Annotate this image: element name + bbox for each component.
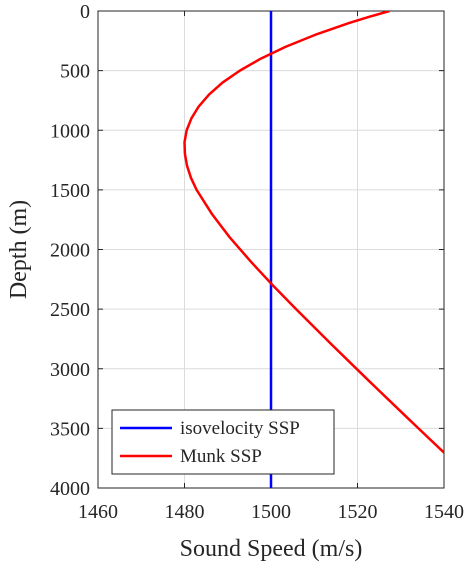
- y-tick-label: 3000: [50, 359, 90, 381]
- x-tick-label: 1540: [424, 501, 464, 523]
- legend-label-isovelocity: isovelocity SSP: [180, 418, 300, 439]
- x-axis-title: Sound Speed (m/s): [180, 536, 363, 562]
- legend-label-munk: Munk SSP: [180, 446, 262, 467]
- legend: isovelocity SSP Munk SSP: [111, 409, 335, 475]
- y-tick-label: 4000: [50, 478, 90, 500]
- y-tick-label: 0: [80, 1, 90, 23]
- y-tick-label: 3500: [50, 418, 90, 440]
- y-tick-label: 2000: [50, 240, 90, 262]
- y-tick-label: 500: [60, 61, 90, 83]
- x-axis-tick-labels: 1460 1480 1500 1520 1540: [78, 501, 464, 523]
- legend-box: [111, 409, 335, 475]
- y-axis-tick-labels: 0 500 1000 1500 2000 2500 3000 3500 4000: [50, 1, 90, 500]
- x-tick-label: 1520: [338, 501, 378, 523]
- munk-ssp-line: [183, 11, 444, 455]
- y-axis-title: Depth (m): [6, 200, 32, 299]
- y-tick-label: 1000: [50, 120, 90, 142]
- x-tick-label: 1460: [78, 501, 118, 523]
- y-tick-label: 2500: [50, 299, 90, 321]
- x-tick-label: 1500: [251, 501, 291, 523]
- x-tick-label: 1480: [165, 501, 205, 523]
- series-lines: [183, 11, 444, 488]
- y-tick-label: 1500: [50, 180, 90, 202]
